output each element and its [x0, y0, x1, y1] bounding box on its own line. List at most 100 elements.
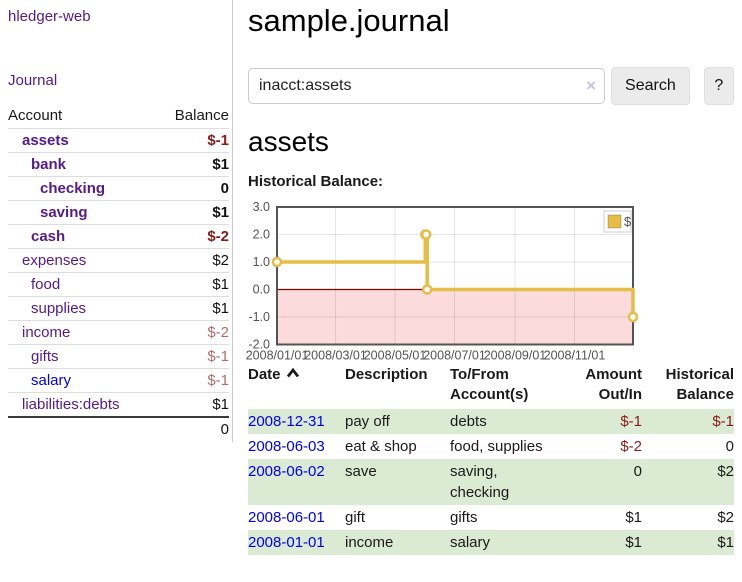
transaction-date-link[interactable]: 2008-01-01 [248, 534, 325, 551]
account-heading: assets [248, 126, 329, 157]
account-row: supplies $1 [8, 296, 229, 321]
register-header-description: Description [345, 366, 428, 383]
help-button[interactable]: ? [703, 67, 734, 105]
register-header-amount: Amount Out/In [585, 366, 642, 403]
accounts-total-row: 0 [8, 416, 229, 441]
svg-text:1.0: 1.0 [253, 255, 270, 269]
sidebar-nav: Journal [8, 72, 57, 89]
transaction-date: 2008-06-03 [248, 434, 345, 459]
account-balance: $-1 [156, 344, 229, 369]
account-row: liabilities:debts $1 [8, 392, 229, 417]
account-row: food $1 [8, 272, 229, 297]
accounts-total-value: 0 [156, 416, 229, 441]
account-balance: $1 [156, 296, 229, 321]
transaction-amount: 0 [633, 463, 642, 480]
main-content: sample.journal × Search ? assets Histori… [246, 0, 742, 582]
transaction-date: 2008-01-01 [248, 530, 345, 555]
account-row: assets $-1 [8, 128, 229, 153]
account-link[interactable]: food [31, 276, 61, 293]
register-table: Date Description To/From Account(s) Amou… [248, 363, 734, 555]
accounts-header-balance: Balance [174, 107, 229, 124]
account-link[interactable]: salary [31, 372, 72, 389]
app-brand-link[interactable]: hledger-web [8, 8, 91, 25]
transaction-accounts: debts [450, 413, 487, 430]
svg-text:2008/11/01: 2008/11/01 [544, 349, 606, 363]
search-input[interactable] [248, 68, 606, 104]
transaction-description: gift [345, 509, 366, 526]
clear-search-icon[interactable]: × [586, 76, 597, 95]
transaction-balance: 0 [725, 438, 734, 455]
transaction-row: 2008-06-03 eat & shop food, supplies $-2 0 [248, 434, 734, 459]
account-link[interactable]: liabilities:debts [22, 396, 120, 413]
account-row: cash $-2 [8, 224, 229, 249]
sidebar-divider [232, 0, 233, 442]
account-balance: 0 [156, 176, 229, 201]
svg-text:3.0: 3.0 [253, 200, 270, 214]
chart-title: Historical Balance: [248, 173, 384, 190]
account-row: bank $1 [8, 152, 229, 177]
account-balance: $1 [156, 272, 229, 297]
transaction-date-link[interactable]: 2008-12-31 [248, 413, 325, 430]
transaction-accounts: gifts [450, 509, 478, 526]
balance-chart-svg: $3.0 2.0 1.0 0.0 -1.0 -2.02008/01/012008/03/0… [246, 200, 639, 363]
account-link[interactable]: assets [22, 132, 69, 149]
account-link[interactable]: expenses [22, 252, 87, 269]
transaction-accounts: food, supplies [450, 438, 543, 455]
transaction-row: 2008-01-01 income salary $1 $1 [248, 530, 734, 555]
search-button[interactable]: Search [611, 67, 690, 105]
account-row: gifts $-1 [8, 344, 229, 369]
transaction-amount: $-1 [620, 413, 642, 430]
account-balance: $-1 [156, 128, 229, 153]
register-header-date[interactable]: Date [248, 363, 345, 409]
transaction-amount: $-2 [620, 438, 642, 455]
account-balance: $1 [156, 152, 229, 177]
transaction-description: income [345, 534, 394, 551]
account-link[interactable]: supplies [31, 300, 87, 317]
accounts-table: Account Balance assets $-1 bank $1 checking 0… [8, 104, 229, 441]
transaction-description: pay off [345, 413, 390, 430]
register-header-balance: Historical Balance [665, 366, 734, 403]
transaction-accounts: salary [450, 534, 491, 551]
app-brand: hledger-web [8, 8, 91, 25]
account-row: saving $1 [8, 200, 229, 225]
nav-journal-link[interactable]: Journal [8, 72, 58, 89]
account-link[interactable]: checking [40, 180, 106, 197]
transaction-description: save [345, 463, 377, 480]
search-form: × Search ? [248, 67, 734, 105]
svg-text:2008/03/01: 2008/03/01 [304, 349, 367, 363]
transaction-accounts: saving, checking [450, 463, 510, 501]
transaction-date: 2008-06-01 [248, 505, 345, 530]
transaction-balance: $2 [717, 509, 734, 526]
register-header-accounts: To/From Account(s) [450, 366, 529, 403]
account-link[interactable]: income [22, 324, 71, 341]
transaction-row: 2008-06-01 gift gifts $1 $2 [248, 505, 734, 530]
search-box: × [248, 68, 606, 104]
accounts-total-spacer [8, 416, 157, 441]
account-balance: $-1 [156, 368, 229, 393]
account-balance: $1 [156, 392, 229, 417]
account-link[interactable]: bank [31, 156, 67, 173]
transaction-date-link[interactable]: 2008-06-01 [248, 509, 325, 526]
account-link[interactable]: cash [31, 228, 66, 245]
transaction-description: eat & shop [345, 438, 417, 455]
svg-text:2008/09/01: 2008/09/01 [484, 349, 547, 363]
svg-text:-2.0: -2.0 [248, 338, 270, 352]
svg-text:-1.0: -1.0 [248, 310, 270, 324]
svg-text:2008/05/01: 2008/05/01 [364, 349, 427, 363]
account-row: checking 0 [8, 176, 229, 201]
account-balance: $1 [156, 200, 229, 225]
register-header-row: Date Description To/From Account(s) Amou… [248, 363, 734, 409]
svg-text:$: $ [624, 214, 632, 229]
account-link[interactable]: gifts [31, 348, 59, 365]
accounts-header-account: Account [8, 107, 63, 124]
balance-chart: $3.0 2.0 1.0 0.0 -1.0 -2.0 2008/01/01 2008/03/0… [240, 200, 640, 363]
account-balance: $-2 [156, 224, 229, 249]
account-link[interactable]: saving [40, 204, 88, 221]
transaction-date-link[interactable]: 2008-06-03 [248, 438, 325, 455]
transaction-date-link[interactable]: 2008-06-02 [248, 463, 325, 480]
account-row: expenses $2 [8, 248, 229, 273]
sort-ascending-icon [286, 367, 299, 378]
svg-text:0.0: 0.0 [253, 283, 270, 297]
account-row: salary $-1 [8, 368, 229, 393]
